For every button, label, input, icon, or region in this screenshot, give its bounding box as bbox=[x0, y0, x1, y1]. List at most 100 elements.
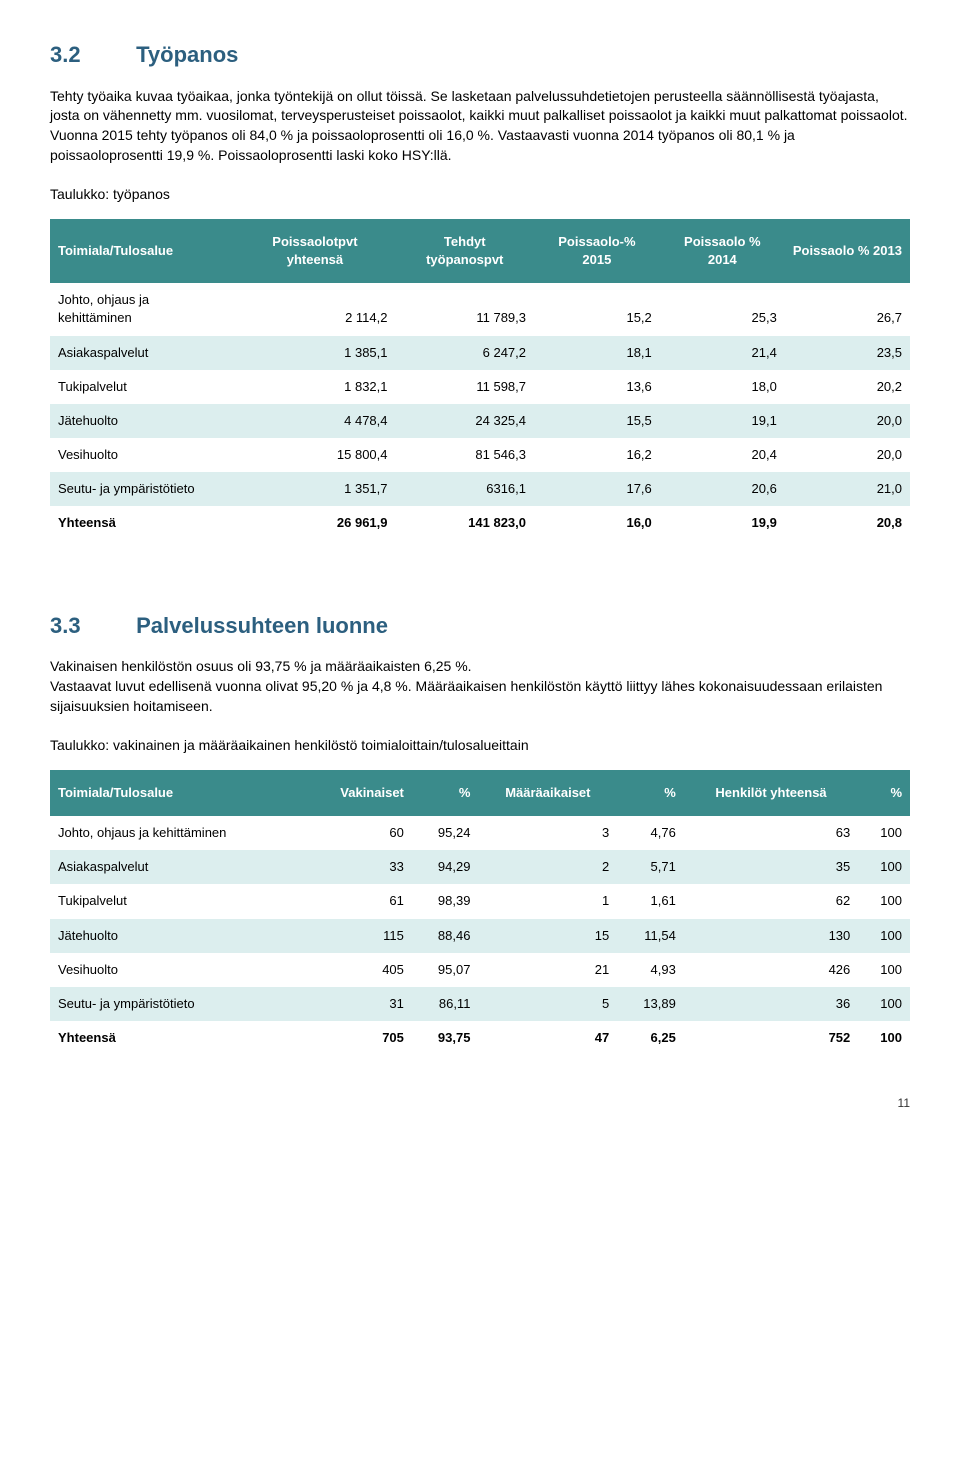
section-32-paragraph: Tehty työaika kuvaa työaikaa, jonka työn… bbox=[50, 87, 910, 165]
cell: 705 bbox=[303, 1021, 412, 1055]
cell: 88,46 bbox=[412, 919, 479, 953]
cell: 63 bbox=[684, 816, 858, 850]
cell: 6,25 bbox=[617, 1021, 684, 1055]
cell: 4,93 bbox=[617, 953, 684, 987]
cell: 1 385,1 bbox=[234, 336, 395, 370]
cell: 62 bbox=[684, 884, 858, 918]
col-header: Toimiala/Tulosalue bbox=[50, 770, 303, 816]
cell: Seutu- ja ympäristötieto bbox=[50, 987, 303, 1021]
cell: 20,8 bbox=[785, 506, 910, 540]
cell: 47 bbox=[478, 1021, 617, 1055]
cell: 6316,1 bbox=[396, 472, 535, 506]
col-header: % bbox=[412, 770, 479, 816]
cell: 93,75 bbox=[412, 1021, 479, 1055]
cell: 36 bbox=[684, 987, 858, 1021]
cell: Asiakaspalvelut bbox=[50, 336, 234, 370]
cell: 15,5 bbox=[534, 404, 660, 438]
cell: 20,6 bbox=[660, 472, 785, 506]
cell: 23,5 bbox=[785, 336, 910, 370]
cell: 6 247,2 bbox=[396, 336, 535, 370]
table-palvelussuhde: Toimiala/Tulosalue Vakinaiset % Määräaik… bbox=[50, 770, 910, 1056]
cell: 100 bbox=[858, 816, 910, 850]
cell: Seutu- ja ympäristötieto bbox=[50, 472, 234, 506]
section-33-number: 3.3 bbox=[50, 611, 130, 642]
section-33-heading: 3.3 Palvelussuhteen luonne bbox=[50, 611, 910, 642]
cell: 11,54 bbox=[617, 919, 684, 953]
cell: 15 bbox=[478, 919, 617, 953]
cell: 21,0 bbox=[785, 472, 910, 506]
col-header: Tehdyt työpanospvt bbox=[396, 219, 535, 283]
col-header: % bbox=[858, 770, 910, 816]
cell: 18,0 bbox=[660, 370, 785, 404]
table-row: Asiakaspalvelut 33 94,29 2 5,71 35 100 bbox=[50, 850, 910, 884]
cell: 95,07 bbox=[412, 953, 479, 987]
cell: 100 bbox=[858, 987, 910, 1021]
cell: 5 bbox=[478, 987, 617, 1021]
cell: 3 bbox=[478, 816, 617, 850]
col-header: Poissaolotpvt yhteensä bbox=[234, 219, 395, 283]
cell: 100 bbox=[858, 953, 910, 987]
cell: 1 bbox=[478, 884, 617, 918]
table-32-caption: Taulukko: työpanos bbox=[50, 185, 910, 205]
table-row: Vesihuolto 405 95,07 21 4,93 426 100 bbox=[50, 953, 910, 987]
cell: 16,2 bbox=[534, 438, 660, 472]
cell: 25,3 bbox=[660, 283, 785, 335]
cell: 81 546,3 bbox=[396, 438, 535, 472]
cell: Tukipalvelut bbox=[50, 370, 234, 404]
cell: 94,29 bbox=[412, 850, 479, 884]
col-header: Poissaolo % 2014 bbox=[660, 219, 785, 283]
cell: 100 bbox=[858, 884, 910, 918]
cell: 35 bbox=[684, 850, 858, 884]
cell: 20,0 bbox=[785, 404, 910, 438]
cell: 11 598,7 bbox=[396, 370, 535, 404]
cell: 4,76 bbox=[617, 816, 684, 850]
cell: 20,0 bbox=[785, 438, 910, 472]
table-tyopanos: Toimiala/Tulosalue Poissaolotpvt yhteens… bbox=[50, 219, 910, 541]
cell: 752 bbox=[684, 1021, 858, 1055]
section-32-heading: 3.2 Työpanos bbox=[50, 40, 910, 71]
cell: 2 bbox=[478, 850, 617, 884]
cell: 100 bbox=[858, 1021, 910, 1055]
cell: 86,11 bbox=[412, 987, 479, 1021]
cell: 98,39 bbox=[412, 884, 479, 918]
table-row: Tukipalvelut 1 832,1 11 598,7 13,6 18,0 … bbox=[50, 370, 910, 404]
cell: 426 bbox=[684, 953, 858, 987]
cell: 130 bbox=[684, 919, 858, 953]
cell: 26,7 bbox=[785, 283, 910, 335]
cell: 2 114,2 bbox=[234, 283, 395, 335]
cell: 33 bbox=[303, 850, 412, 884]
page-number: 11 bbox=[50, 1095, 910, 1112]
cell: 60 bbox=[303, 816, 412, 850]
table-row-total: Yhteensä 705 93,75 47 6,25 752 100 bbox=[50, 1021, 910, 1055]
table-row: Johto, ohjaus ja kehittäminen 2 114,2 11… bbox=[50, 283, 910, 335]
table-row: Jätehuolto 115 88,46 15 11,54 130 100 bbox=[50, 919, 910, 953]
cell: 16,0 bbox=[534, 506, 660, 540]
cell: Johto, ohjaus ja kehittäminen bbox=[50, 816, 303, 850]
col-header: Toimiala/Tulosalue bbox=[50, 219, 234, 283]
col-header: Poissaolo % 2013 bbox=[785, 219, 910, 283]
cell: 141 823,0 bbox=[396, 506, 535, 540]
cell: 18,1 bbox=[534, 336, 660, 370]
cell: Yhteensä bbox=[50, 1021, 303, 1055]
cell: 21,4 bbox=[660, 336, 785, 370]
table-row: Tukipalvelut 61 98,39 1 1,61 62 100 bbox=[50, 884, 910, 918]
table-header-row: Toimiala/Tulosalue Poissaolotpvt yhteens… bbox=[50, 219, 910, 283]
col-header: Määräaikaiset bbox=[478, 770, 617, 816]
cell: 11 789,3 bbox=[396, 283, 535, 335]
cell: 20,4 bbox=[660, 438, 785, 472]
table-row: Seutu- ja ympäristötieto 1 351,7 6316,1 … bbox=[50, 472, 910, 506]
cell: 61 bbox=[303, 884, 412, 918]
cell: 13,6 bbox=[534, 370, 660, 404]
cell: 15,2 bbox=[534, 283, 660, 335]
table-row: Asiakaspalvelut 1 385,1 6 247,2 18,1 21,… bbox=[50, 336, 910, 370]
table-33-caption: Taulukko: vakinainen ja määräaikainen he… bbox=[50, 736, 910, 756]
section-33-title: Palvelussuhteen luonne bbox=[136, 613, 388, 638]
cell: Jätehuolto bbox=[50, 919, 303, 953]
cell: 5,71 bbox=[617, 850, 684, 884]
cell: 115 bbox=[303, 919, 412, 953]
cell: 405 bbox=[303, 953, 412, 987]
cell: Johto, ohjaus ja kehittäminen bbox=[50, 283, 234, 335]
col-header: Vakinaiset bbox=[303, 770, 412, 816]
cell: 21 bbox=[478, 953, 617, 987]
cell: 24 325,4 bbox=[396, 404, 535, 438]
